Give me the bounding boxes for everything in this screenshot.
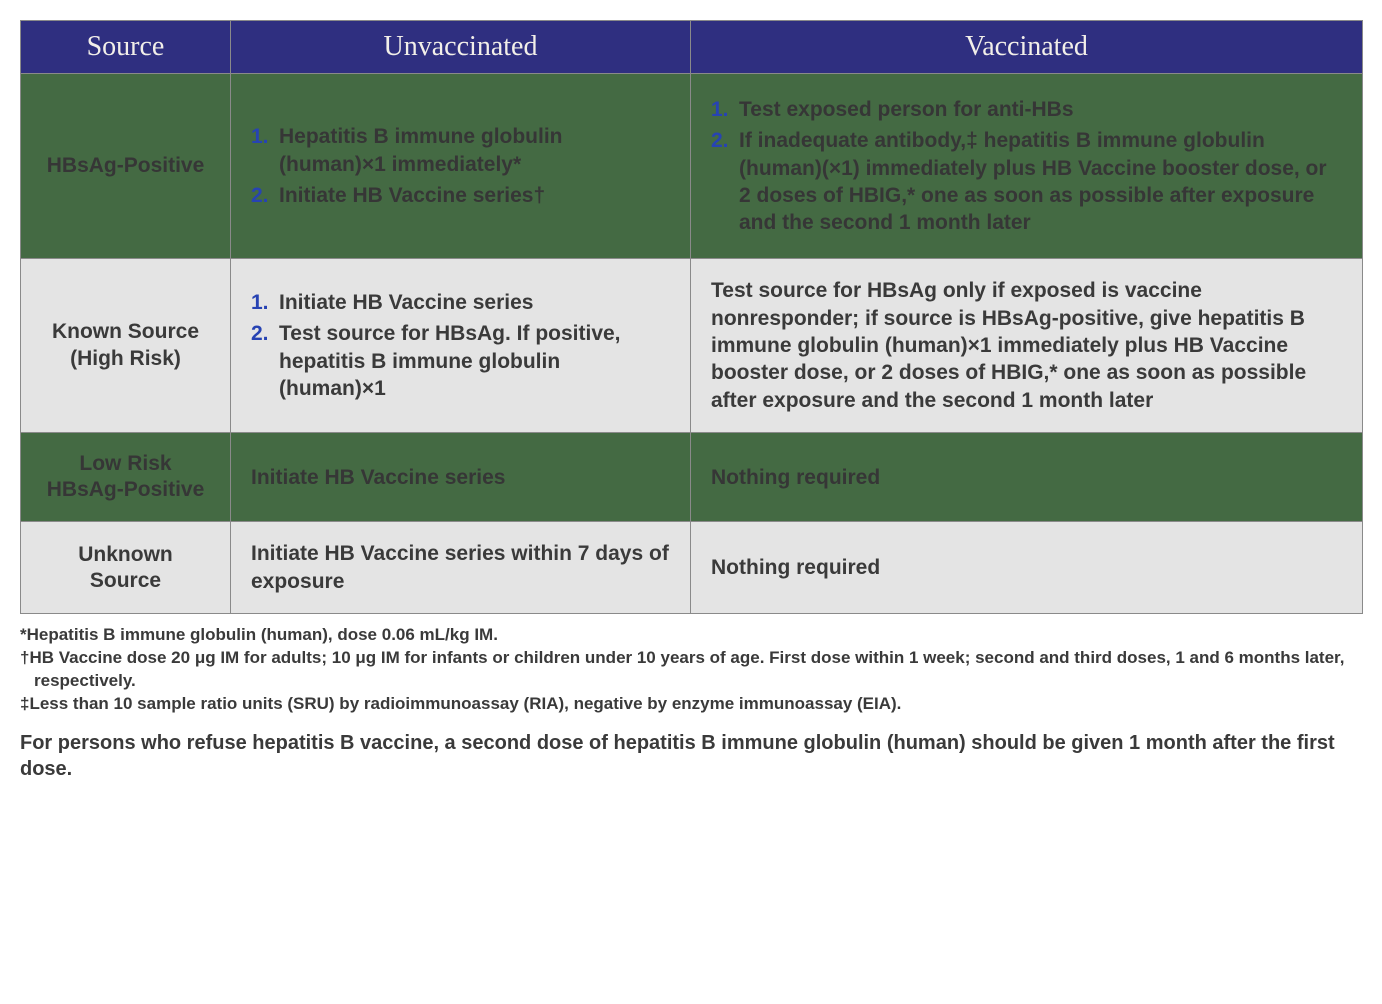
- list-text: Test exposed person for anti-HBs: [739, 98, 1074, 121]
- cell-text: Nothing required: [711, 464, 1342, 491]
- unvaccinated-cell: Initiate HB Vaccine series within 7 days…: [231, 522, 691, 614]
- unvaccinated-cell: Initiate HB Vaccine series: [231, 432, 691, 522]
- table-row: Unknown Source Initiate HB Vaccine serie…: [21, 522, 1363, 614]
- col-header-unvaccinated: Unvaccinated: [231, 21, 691, 74]
- list-text: If inadequate antibody,‡ hepatitis B imm…: [739, 129, 1327, 234]
- vaccinated-cell: 1. Test exposed person for anti-HBs 2. If …: [691, 74, 1363, 259]
- source-cell: HBsAg-Positive: [21, 74, 231, 259]
- source-cell: Low Risk HBsAg-Positive: [21, 432, 231, 522]
- cell-text: Initiate HB Vaccine series within 7 days…: [251, 540, 670, 595]
- unvaccinated-cell: 1. Hepatitis B immune globulin (human)×1 …: [231, 74, 691, 259]
- table-header-row: Source Unvaccinated Vaccinated: [21, 21, 1363, 74]
- list-number: 2.: [711, 127, 729, 154]
- list-item: 2. Test source for HBsAg. If positive, he…: [251, 320, 670, 402]
- step-list: 1. Hepatitis B immune globulin (human)×1 …: [251, 123, 670, 209]
- col-header-source: Source: [21, 21, 231, 74]
- list-number: 1.: [251, 289, 269, 316]
- list-text: Initiate HB Vaccine series: [279, 291, 533, 314]
- footnotes-block: *Hepatitis B immune globulin (human), do…: [20, 624, 1362, 716]
- list-number: 1.: [251, 123, 269, 150]
- list-item: 1. Hepatitis B immune globulin (human)×1 …: [251, 123, 670, 178]
- list-number: 2.: [251, 320, 269, 347]
- table-row: Known Source (High Risk) 1. Initiate HB V…: [21, 259, 1363, 432]
- list-item: 1. Initiate HB Vaccine series: [251, 289, 670, 316]
- footnote: *Hepatitis B immune globulin (human), do…: [20, 624, 1362, 647]
- list-number: 1.: [711, 96, 729, 123]
- cell-text: Initiate HB Vaccine series: [251, 464, 670, 491]
- list-item: 1. Test exposed person for anti-HBs: [711, 96, 1342, 123]
- page-wrap: Source Unvaccinated Vaccinated HBsAg-Pos…: [20, 20, 1362, 782]
- step-list: 1. Test exposed person for anti-HBs 2. If …: [711, 96, 1342, 236]
- source-cell: Known Source (High Risk): [21, 259, 231, 432]
- footnote: ‡Less than 10 sample ratio units (SRU) b…: [20, 693, 1362, 716]
- table-row: Low Risk HBsAg-Positive Initiate HB Vacc…: [21, 432, 1363, 522]
- list-text: Hepatitis B immune globulin (human)×1 im…: [279, 125, 563, 175]
- list-number: 2.: [251, 182, 269, 209]
- list-item: 2. If inadequate antibody,‡ hepatitis B i…: [711, 127, 1342, 236]
- source-cell: Unknown Source: [21, 522, 231, 614]
- step-list: 1. Initiate HB Vaccine series 2. Test sour…: [251, 289, 670, 402]
- footnote: †HB Vaccine dose 20 μg IM for adults; 10…: [20, 647, 1362, 693]
- closing-note: For persons who refuse hepatitis B vacci…: [20, 730, 1362, 782]
- cell-text: Test source for HBsAg only if exposed is…: [711, 277, 1342, 413]
- col-header-vaccinated: Vaccinated: [691, 21, 1363, 74]
- vaccinated-cell: Test source for HBsAg only if exposed is…: [691, 259, 1363, 432]
- cell-text: Nothing required: [711, 554, 1342, 581]
- table-row: HBsAg-Positive 1. Hepatitis B immune glob…: [21, 74, 1363, 259]
- vaccinated-cell: Nothing required: [691, 522, 1363, 614]
- vaccinated-cell: Nothing required: [691, 432, 1363, 522]
- list-item: 2. Initiate HB Vaccine series†: [251, 182, 670, 209]
- unvaccinated-cell: 1. Initiate HB Vaccine series 2. Test sour…: [231, 259, 691, 432]
- list-text: Test source for HBsAg. If positive, hepa…: [279, 322, 621, 400]
- prophylaxis-table: Source Unvaccinated Vaccinated HBsAg-Pos…: [20, 20, 1363, 614]
- list-text: Initiate HB Vaccine series†: [279, 184, 545, 207]
